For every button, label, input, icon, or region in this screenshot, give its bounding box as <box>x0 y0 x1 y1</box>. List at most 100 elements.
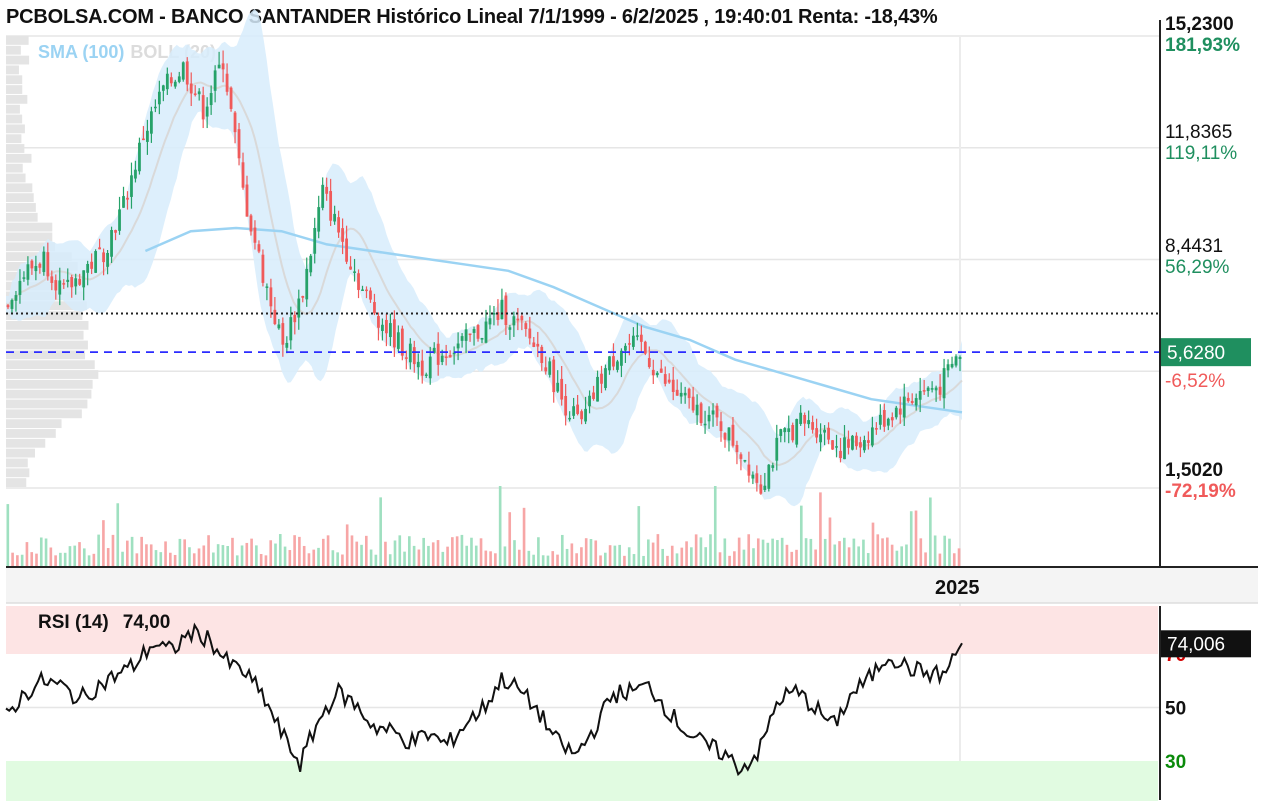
volume-bar <box>637 506 641 566</box>
volume-bar <box>718 552 722 566</box>
candle <box>153 106 157 109</box>
candle <box>580 411 583 420</box>
volume-bar <box>116 503 120 566</box>
volume-bar <box>651 542 655 566</box>
candle <box>874 428 878 430</box>
volume-bar <box>704 547 708 566</box>
candle <box>146 130 149 142</box>
candle <box>866 440 870 443</box>
volume-bar <box>618 544 621 566</box>
volume-bar <box>532 554 535 566</box>
candle <box>667 379 671 383</box>
candle <box>54 280 58 291</box>
volume-bar <box>178 538 182 566</box>
candle <box>142 138 145 141</box>
candle <box>197 91 201 95</box>
volume-bar <box>245 542 249 566</box>
bollinger-band <box>6 9 962 507</box>
candle <box>428 356 432 379</box>
candle <box>185 61 189 85</box>
volume-bar <box>427 545 430 566</box>
volume-bar <box>82 548 86 566</box>
candle <box>353 271 356 273</box>
volume-bar <box>513 540 516 566</box>
candle <box>910 400 914 403</box>
candle <box>373 302 376 314</box>
legend-sma[interactable]: SMA (100) <box>38 42 125 62</box>
candle <box>412 347 416 365</box>
candle <box>771 465 775 468</box>
candle <box>731 424 735 446</box>
candle <box>787 428 791 432</box>
volume-bar <box>546 555 550 566</box>
volume-bar <box>713 486 717 566</box>
volume-bar <box>11 552 14 566</box>
volume-bar <box>799 505 803 566</box>
time-axis-label: 2025 <box>935 577 980 599</box>
candle <box>564 396 568 416</box>
volume-bar <box>216 544 220 566</box>
price-axis-percent: -72,19% <box>1165 481 1236 502</box>
bollinger-mid <box>5 81 963 467</box>
candle <box>201 95 205 120</box>
candle <box>209 93 213 106</box>
candle <box>576 404 580 414</box>
candle <box>616 361 619 370</box>
volume-bar <box>866 553 870 566</box>
candle <box>305 268 309 300</box>
candle <box>26 264 30 280</box>
candle <box>50 276 54 283</box>
volume-bar <box>890 544 894 566</box>
volume-bar <box>580 547 583 566</box>
volume-bar <box>403 551 406 566</box>
volume-bar <box>623 555 626 566</box>
candle <box>803 415 807 424</box>
volume-bar <box>723 538 727 566</box>
candle <box>560 378 564 400</box>
candle <box>902 396 906 418</box>
volume-bar <box>298 536 301 566</box>
candle <box>723 433 727 440</box>
volume-bar <box>188 547 191 566</box>
candle <box>193 93 197 95</box>
current-price: 5,6280 <box>1167 343 1225 364</box>
volume-bar <box>914 510 918 566</box>
volume-bar <box>393 540 397 566</box>
candle <box>285 342 289 348</box>
candle <box>444 356 448 359</box>
candle <box>504 295 508 326</box>
volume-bar <box>212 552 215 566</box>
volume-bar <box>761 539 765 566</box>
volume-bar <box>374 554 378 566</box>
volume-bar <box>226 545 230 566</box>
volume-bar <box>121 551 124 566</box>
candle <box>126 197 129 200</box>
volume-bar <box>776 540 779 566</box>
candle <box>325 186 329 194</box>
volume-bar <box>632 554 636 566</box>
volume-bar <box>159 552 163 566</box>
candle <box>82 270 86 288</box>
volume-bar <box>871 522 875 566</box>
candle <box>416 361 420 368</box>
price-axis-value: 15,2300 <box>1165 14 1234 35</box>
candle <box>448 354 452 358</box>
price-axis-value: 11,8365 <box>1165 122 1232 143</box>
candle <box>930 388 934 390</box>
candle <box>639 334 643 342</box>
volume-bar <box>737 537 741 566</box>
volume-bar <box>269 540 273 566</box>
candle <box>229 87 233 109</box>
candle <box>404 357 408 359</box>
volume-bar <box>785 544 789 566</box>
candle <box>476 325 480 339</box>
candle <box>739 454 743 459</box>
candle <box>181 62 185 80</box>
price-axis-percent: -6,52% <box>1165 371 1225 392</box>
volume-bar <box>847 547 851 566</box>
candle <box>317 207 321 232</box>
volume-bar <box>862 539 865 566</box>
candle <box>277 324 281 329</box>
candle <box>400 328 404 356</box>
